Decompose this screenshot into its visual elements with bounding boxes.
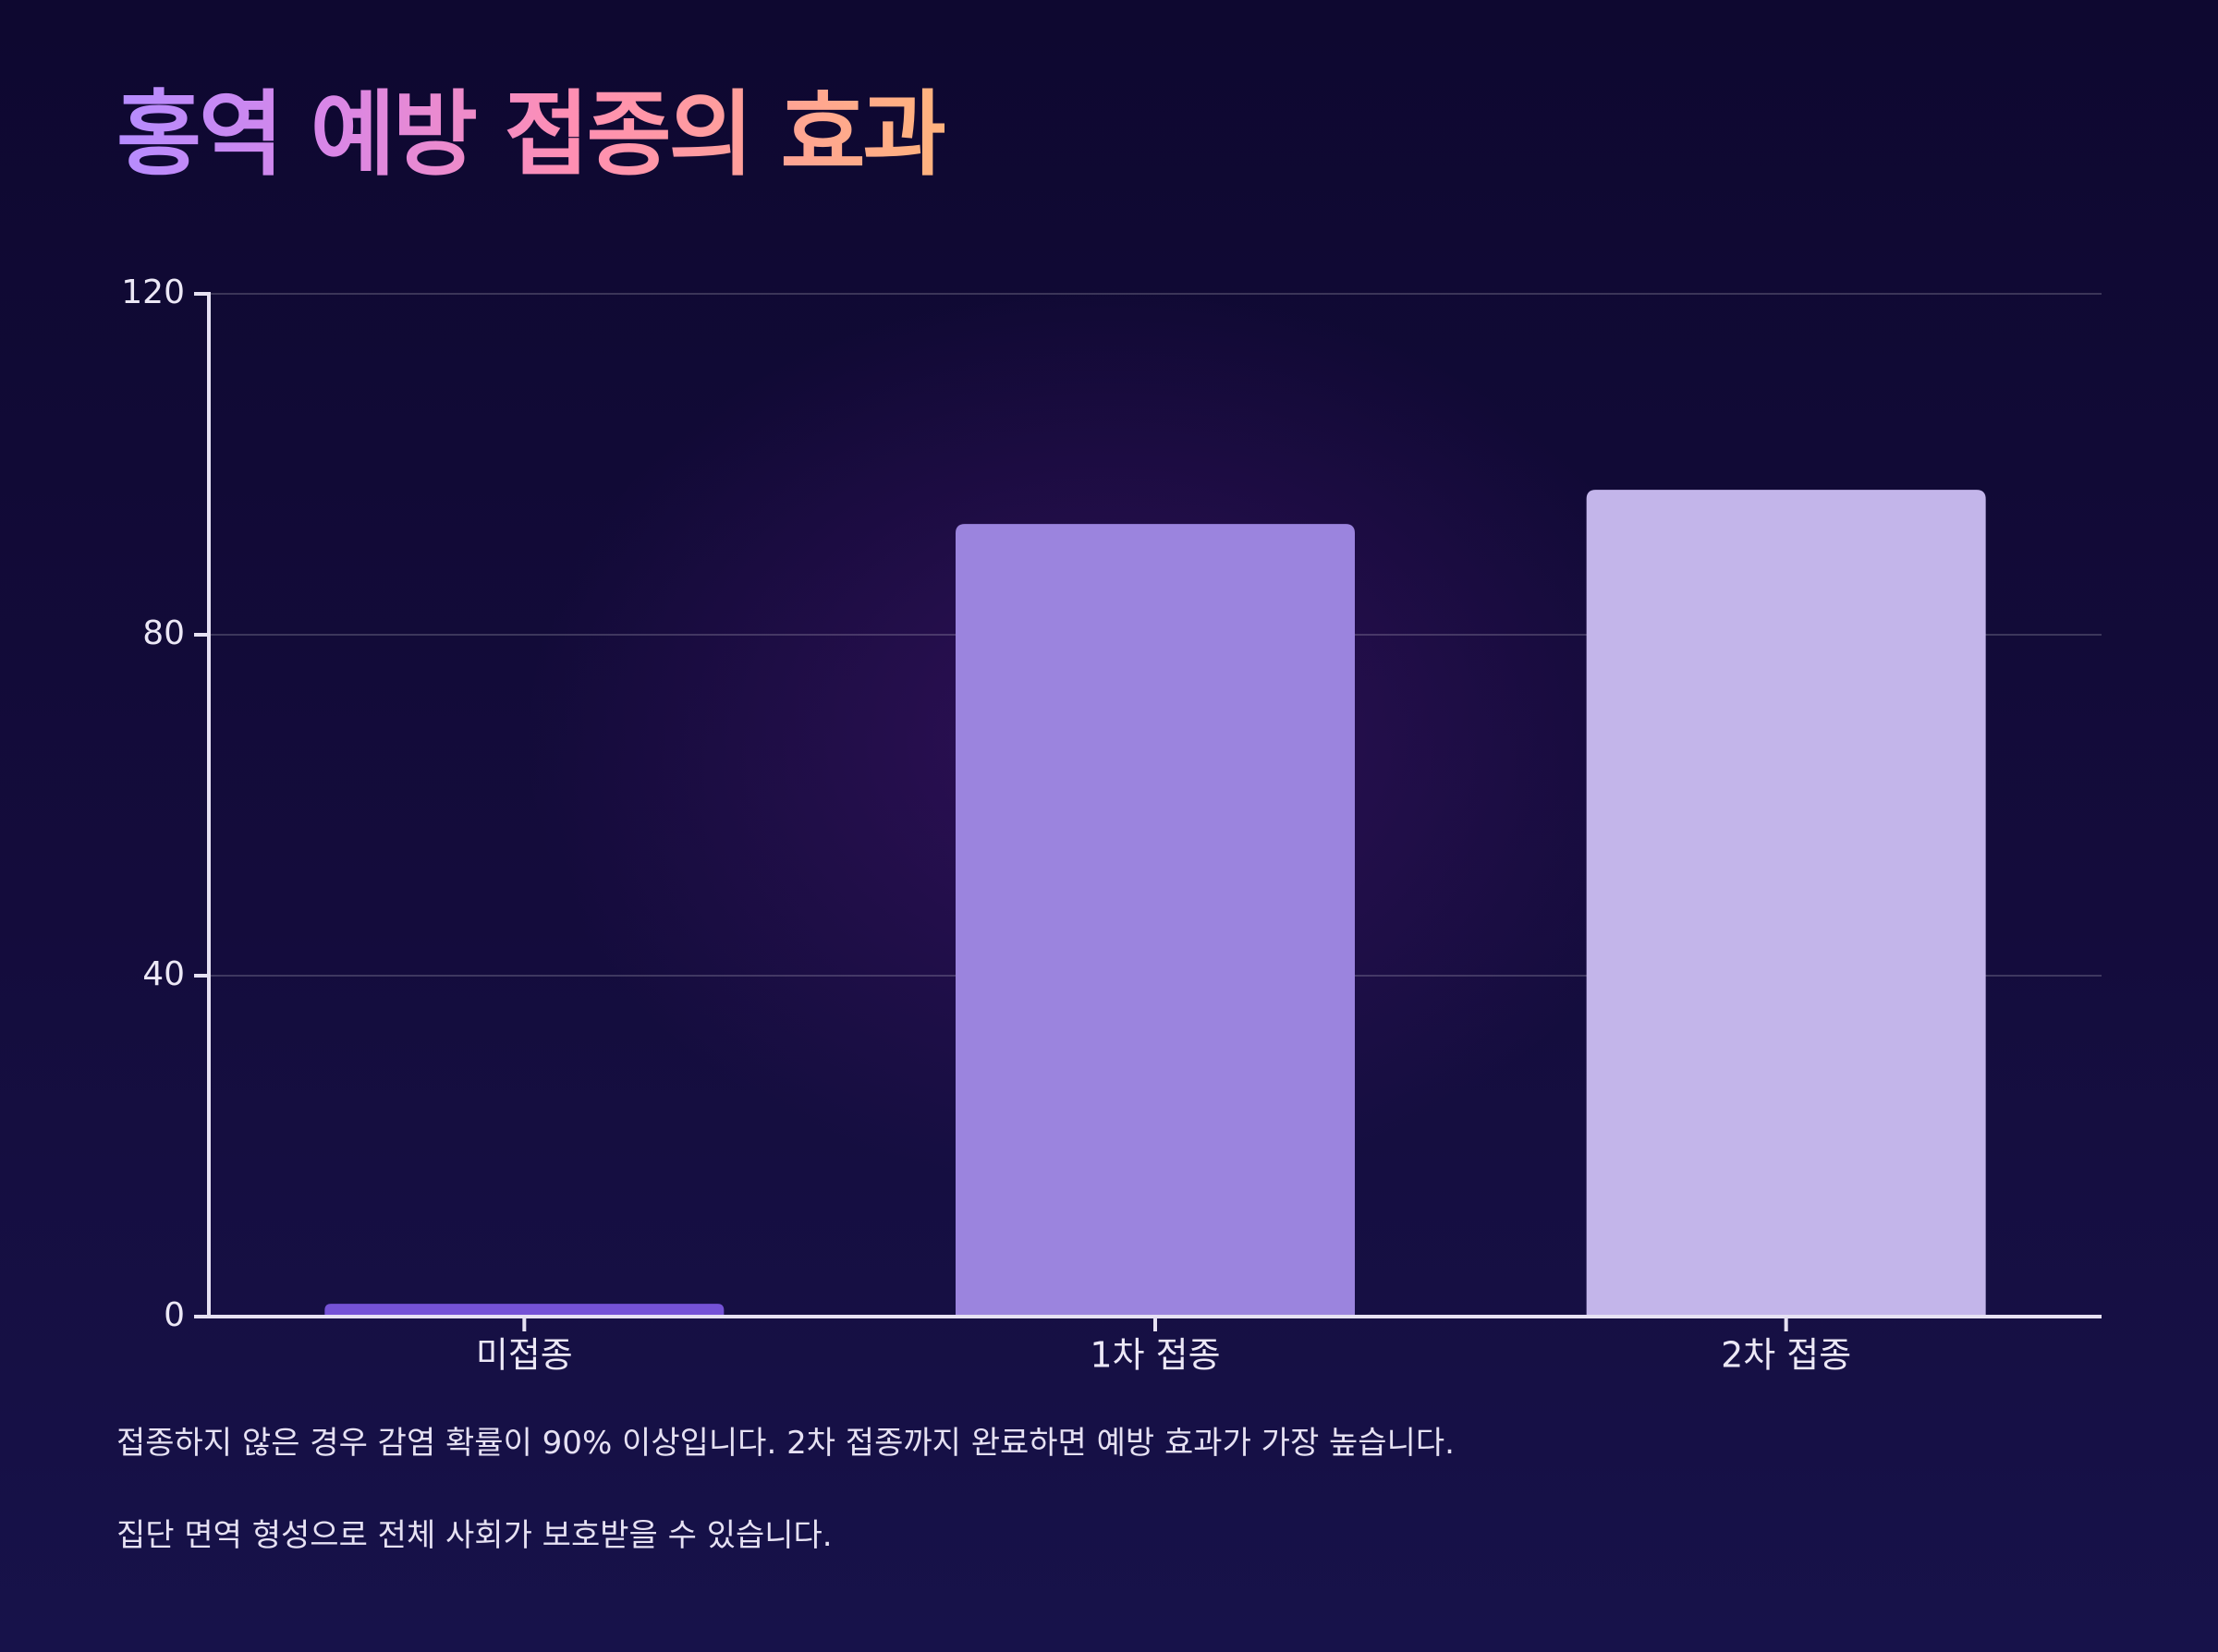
note-infection-risk: 접종하지 않은 경우 감염 확률이 90% 이상입니다. 2차 접종까지 완료하… (116, 1425, 1455, 1462)
x-tick-label: 2차 접종 (1721, 1335, 1851, 1376)
y-tick-label: 40 (142, 955, 185, 993)
y-tick-label: 120 (121, 273, 185, 311)
bar-1 (324, 1304, 725, 1317)
x-tick-label: 미접종 (476, 1335, 573, 1376)
bar-chart: 0 40 80 120 미접종 1차 접종 2차 접종 (121, 273, 2102, 1376)
note-herd-immunity: 집단 면역 형성으로 전체 사회가 보호받을 수 있습니다. (116, 1517, 833, 1554)
y-tick-label: 80 (142, 614, 185, 652)
chart-title: 홍역 예방 접종의 효과 (116, 80, 947, 188)
bar-3 (1586, 490, 1986, 1317)
y-tick-label: 0 (164, 1296, 185, 1334)
bar-2 (956, 524, 1355, 1317)
x-tick-label: 1차 접종 (1090, 1335, 1220, 1376)
